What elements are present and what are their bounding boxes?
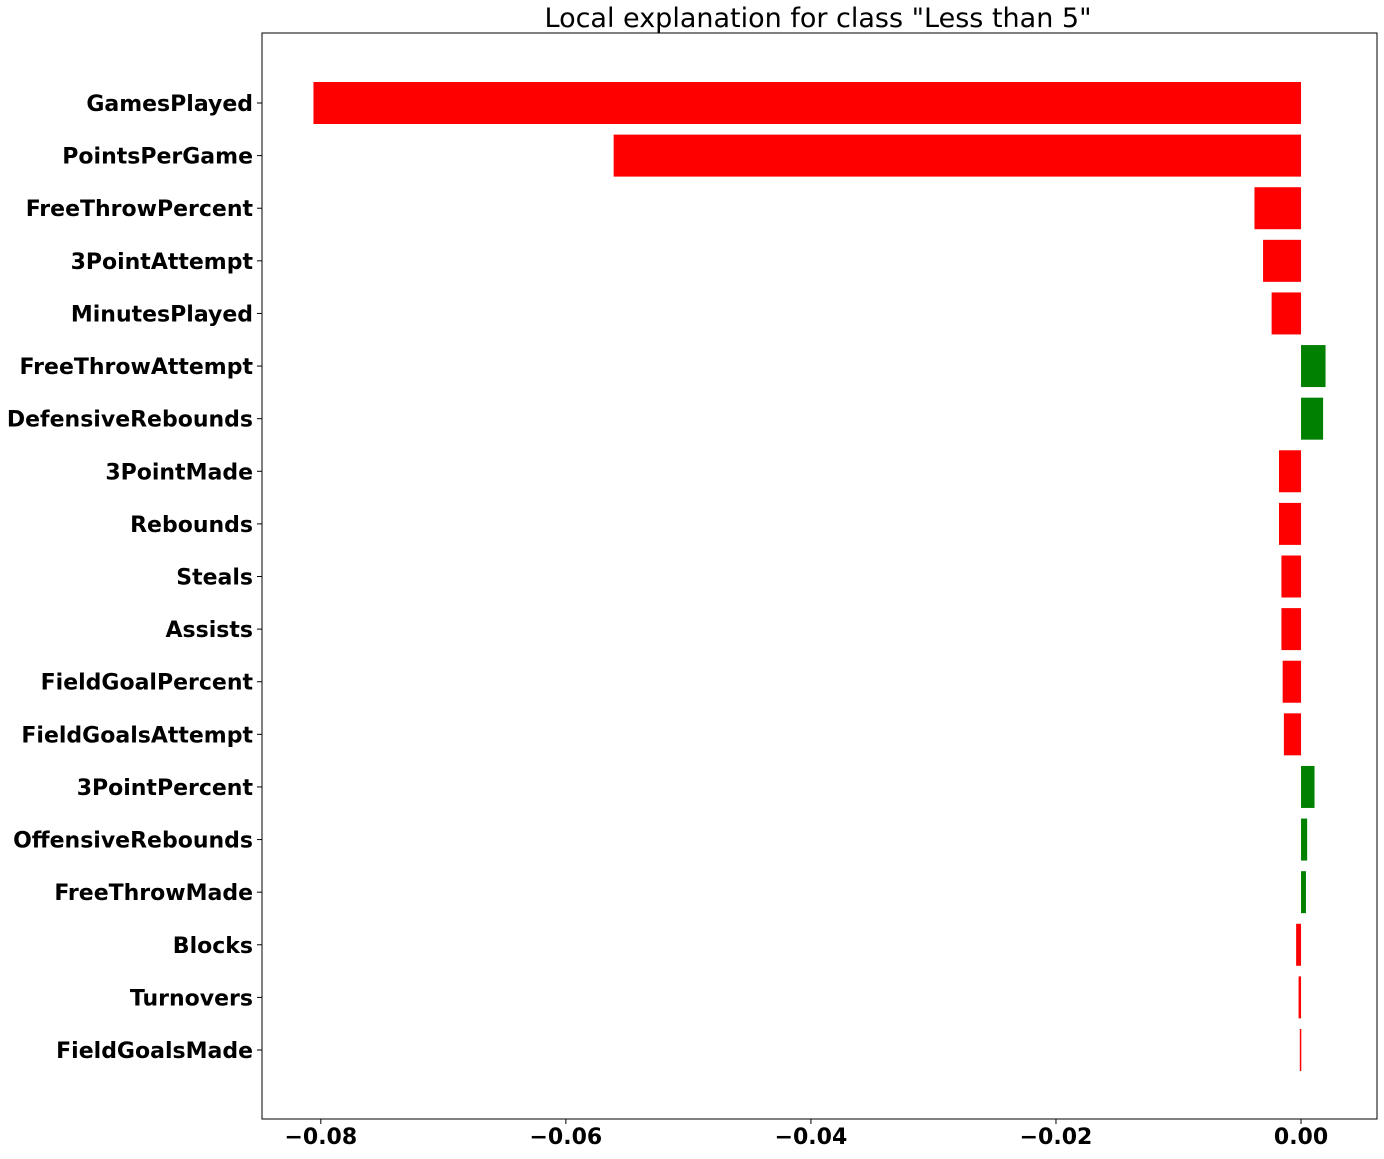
y-tick-label: 3PointAttempt xyxy=(71,250,254,275)
y-tick-label: 3PointMade xyxy=(105,460,253,485)
y-tick-label: GamesPlayed xyxy=(86,92,253,117)
y-tick-label: Assists xyxy=(166,618,253,643)
bar-freethrowpercent xyxy=(1254,187,1302,230)
x-tick-label: −0.02 xyxy=(1020,1125,1093,1150)
y-tick-label: OffensiveRebounds xyxy=(13,829,253,854)
y-tick-label: DefensiveRebounds xyxy=(7,408,253,433)
bar-rebounds xyxy=(1278,502,1302,545)
y-tick-label: MinutesPlayed xyxy=(71,302,253,327)
y-tick-label: FieldGoalPercent xyxy=(41,671,254,696)
bar-3pointattempt xyxy=(1263,239,1302,282)
bar-turnovers xyxy=(1298,976,1302,1019)
y-tick-label: FreeThrowAttempt xyxy=(20,355,254,380)
plot-frame xyxy=(261,32,1378,1120)
y-tick-label: Rebounds xyxy=(130,513,253,538)
x-tick-label: −0.08 xyxy=(284,1125,357,1150)
x-ticks: −0.08 −0.06 −0.04 −0.02 0.00 xyxy=(284,1119,1328,1150)
bar-pointspergame xyxy=(613,134,1302,177)
y-tick-label: PointsPerGame xyxy=(62,145,253,170)
bar-gamesplayed xyxy=(313,82,1302,124)
y-tick-label: FreeThrowMade xyxy=(54,881,253,906)
bar-fieldgoalsmade xyxy=(1299,1029,1302,1071)
x-tick-label: −0.06 xyxy=(530,1125,603,1150)
bar-assists xyxy=(1281,608,1302,651)
y-tick-label: Blocks xyxy=(173,934,253,959)
bar-blocks xyxy=(1296,923,1302,966)
bar-fieldgoalsattempt xyxy=(1283,713,1302,756)
y-tick-label: Turnovers xyxy=(130,986,253,1011)
y-tick-label: 3PointPercent xyxy=(77,776,254,801)
bar-fieldgoalpercent xyxy=(1282,660,1302,703)
bars-group xyxy=(313,82,1326,1071)
y-tick-labels: GamesPlayed PointsPerGame FreeThrowPercent… xyxy=(7,92,262,1064)
x-tick-label: 0.00 xyxy=(1274,1125,1328,1150)
y-tick-label: Steals xyxy=(176,566,253,591)
x-tick-label: −0.04 xyxy=(775,1125,848,1150)
chart-title: Local explanation for class "Less than 5… xyxy=(545,3,1092,34)
bar-steals xyxy=(1281,555,1302,598)
bar-offensiverebounds xyxy=(1301,818,1308,861)
y-tick-label: FieldGoalsMade xyxy=(56,1039,253,1064)
y-tick-label: FreeThrowPercent xyxy=(26,197,254,222)
bar-3pointpercent xyxy=(1301,765,1315,808)
bar-defensiverebounds xyxy=(1301,397,1324,440)
y-tick-label: FieldGoalsAttempt xyxy=(21,723,253,748)
bar-freethrowattempt xyxy=(1301,345,1326,388)
bar-3pointmade xyxy=(1278,450,1302,493)
bar-freethrowmade xyxy=(1301,871,1306,914)
bar-minutesplayed xyxy=(1271,292,1302,335)
